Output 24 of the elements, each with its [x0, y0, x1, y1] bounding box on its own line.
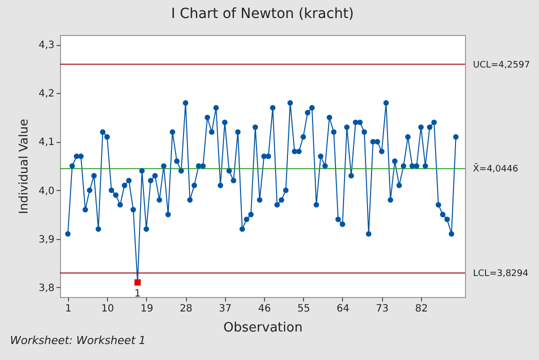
y-tick-label: 4,1 — [38, 137, 54, 148]
y-tick-label: 3,8 — [38, 282, 54, 294]
y-tick-label: 3,9 — [38, 234, 54, 246]
x-tick-label: 19 — [140, 304, 154, 314]
y-tick-label: 4,0 — [38, 186, 54, 197]
x-tick-label: 64 — [336, 304, 350, 314]
y-tick-label: 4,3 — [38, 40, 54, 52]
x-tick-label: 55 — [297, 304, 310, 314]
x-tick-label: 46 — [258, 304, 271, 314]
x-tick-label: 73 — [376, 304, 389, 314]
x-tick-label: 37 — [218, 304, 232, 314]
y-axis-title: Individual Value — [16, 118, 31, 214]
x-tick-label: 82 — [415, 304, 428, 314]
ref-line-label: UCL=4,2597 — [473, 60, 530, 70]
text: Worksheet: Worksheet 1 — [10, 334, 146, 348]
x-tick-label: 1 — [65, 304, 72, 314]
chart-title: I Chart of Newton (kracht) — [171, 6, 354, 22]
ref-line-label: X̄=4,0446 — [473, 162, 518, 175]
y-tick-label: 4,2 — [38, 88, 54, 100]
x-tick-label: 10 — [101, 304, 114, 314]
ref-line-label: LCL=3,8294 — [473, 269, 529, 280]
annotation: 1 — [134, 288, 141, 300]
x-tick-label: 28 — [180, 304, 192, 314]
x-axis-title: Observation — [223, 320, 303, 336]
